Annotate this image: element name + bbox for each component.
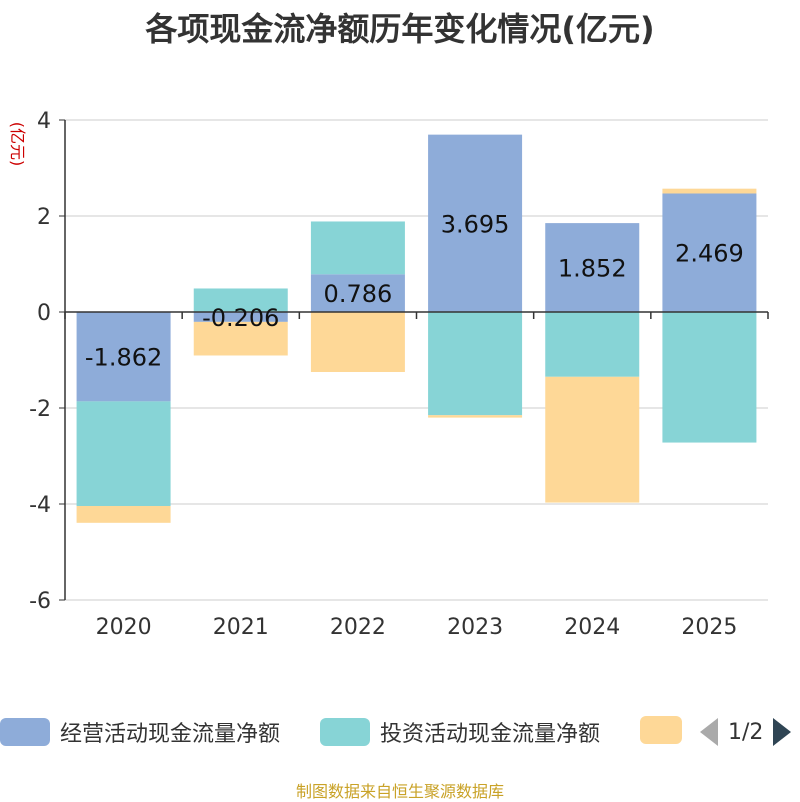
- bar-operating-2021: [193, 312, 288, 322]
- bar-investing-2021: [193, 288, 288, 312]
- source-note: 制图数据来自恒生聚源数据库: [295, 782, 504, 801]
- y-tick-label: 2: [37, 205, 51, 230]
- legend-pager: 1/2: [700, 718, 792, 746]
- x-tick-label: 2020: [96, 615, 152, 640]
- legend-swatch-financing: [640, 716, 682, 744]
- y-axis-label: (亿元): [8, 122, 27, 167]
- data-label-2021: -0.206: [202, 304, 279, 332]
- bar-financing-2021: [193, 321, 288, 356]
- bar-financing-2025: [662, 188, 757, 194]
- bar-operating-2022: [310, 274, 405, 312]
- bar-investing-2025: [662, 312, 757, 443]
- legend-swatch-investing: [320, 718, 370, 746]
- legend-item-operating[interactable]: 经营活动现金流量净额: [0, 716, 280, 748]
- legend-swatch-operating: [0, 718, 50, 746]
- bar-operating-2020: [76, 312, 171, 402]
- chart-title: 各项现金流净额历年变化情况(亿元): [145, 10, 655, 48]
- legend-label-investing: 投资活动现金流量净额: [380, 722, 601, 747]
- x-tick-label: 2023: [447, 615, 503, 640]
- legend-item-investing[interactable]: 投资活动现金流量净额: [320, 716, 600, 748]
- legend-label-operating: 经营活动现金流量净额: [60, 722, 281, 747]
- bar-operating-2023: [428, 134, 523, 312]
- bar-financing-2020: [76, 506, 171, 523]
- legend: 经营活动现金流量净额 投资活动现金流量净额 1/2: [0, 716, 800, 756]
- data-label-2024: 1.852: [558, 255, 627, 283]
- bar-investing-2020: [76, 401, 171, 507]
- y-tick-label: -6: [29, 589, 51, 614]
- y-tick-label: 0: [37, 301, 51, 326]
- bar-financing-2024: [545, 376, 640, 503]
- x-tick-label: 2025: [681, 615, 737, 640]
- x-tick-label: 2022: [330, 615, 386, 640]
- bar-operating-2025: [662, 193, 757, 312]
- bar-financing-2022: [310, 312, 405, 372]
- bar-investing-2023: [428, 312, 523, 416]
- y-tick-label: -2: [29, 397, 51, 422]
- x-tick-label: 2024: [564, 615, 620, 640]
- y-tick-label: -4: [29, 493, 51, 518]
- bar-operating-2024: [545, 223, 640, 312]
- data-label-2022: 0.786: [324, 280, 393, 308]
- y-tick-label: 4: [37, 109, 51, 134]
- bar-investing-2024: [545, 312, 640, 377]
- chevron-right-icon[interactable]: [773, 718, 792, 746]
- legend-item-financing[interactable]: [640, 716, 682, 744]
- data-label-2023: 3.695: [441, 210, 510, 238]
- bar-investing-2022: [310, 221, 405, 275]
- bar-financing-2023: [428, 415, 523, 418]
- legend-page-indicator: 1/2: [728, 719, 764, 745]
- x-tick-label: 2021: [213, 615, 269, 640]
- data-label-2020: -1.862: [85, 344, 162, 372]
- data-label-2025: 2.469: [675, 240, 744, 268]
- chevron-left-icon[interactable]: [700, 718, 718, 746]
